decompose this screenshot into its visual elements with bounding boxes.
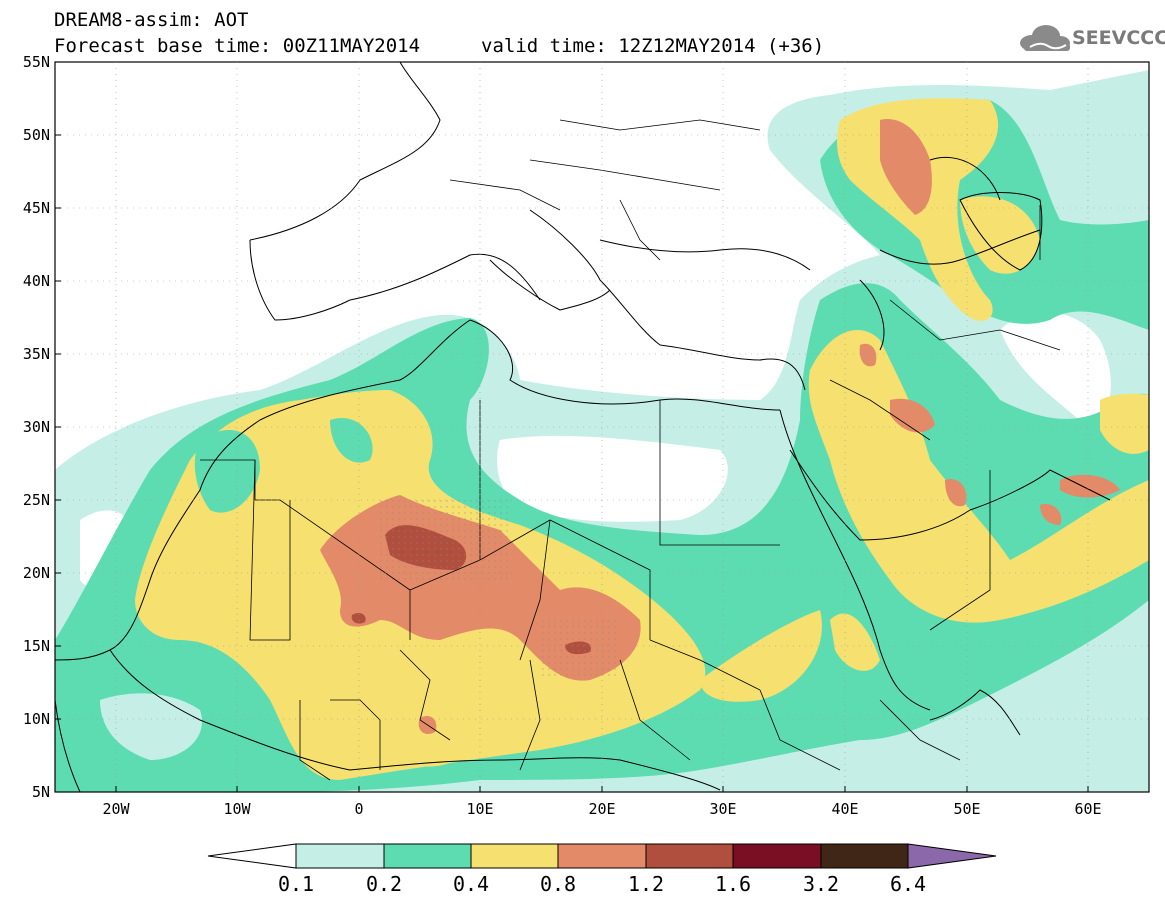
colorbar-bin-2	[383, 843, 472, 869]
lat-label: 30N	[22, 418, 50, 436]
colorbar-label: 0.2	[365, 872, 403, 896]
lon-label: 20E	[588, 800, 616, 818]
title-line-1: DREAM8-assim: AOT	[54, 9, 249, 31]
colorbar-low-arrow	[207, 843, 297, 869]
lat-label: 10N	[22, 710, 50, 728]
colorbar-label: 0.1	[277, 872, 315, 896]
lat-label: 50N	[22, 126, 50, 144]
colorbar-high-arrow	[907, 843, 997, 869]
lat-label: 35N	[22, 345, 50, 363]
colorbar-label: 6.4	[889, 872, 927, 896]
ticks	[55, 61, 1089, 793]
graticule	[55, 62, 1149, 792]
seevccc-logo	[1020, 25, 1070, 51]
cloud-icon	[1020, 25, 1070, 51]
colorbar-label: 0.8	[539, 872, 577, 896]
colorbar	[207, 843, 997, 869]
lon-label: 20W	[102, 800, 130, 818]
lon-label: 0	[354, 800, 364, 818]
lat-label: 40N	[22, 272, 50, 290]
lat-label: 20N	[22, 564, 50, 582]
lon-label: 30E	[709, 800, 737, 818]
colorbar-label: 1.2	[627, 872, 665, 896]
lat-label: 45N	[22, 199, 50, 217]
aot-field	[55, 62, 1149, 792]
lat-label: 5N	[31, 783, 50, 801]
title-line-2: Forecast base time: 00Z11MAY2014	[54, 35, 421, 57]
colorbar-bin-3	[470, 843, 559, 869]
colorbar-bin-6	[732, 843, 822, 869]
colorbar-label: 0.4	[452, 872, 490, 896]
valid-time: valid time: 12Z12MAY2014 (+36)	[481, 35, 825, 57]
colorbar-bin-5	[645, 843, 734, 869]
lon-label: 10W	[223, 800, 251, 818]
lat-label: 55N	[22, 53, 50, 71]
colorbar-bin-7	[820, 843, 909, 869]
colorbar-bin-1	[295, 843, 385, 869]
logo-text: SEEVCCC	[1072, 27, 1165, 49]
lon-label: 50E	[953, 800, 981, 818]
colorbar-label: 1.6	[714, 872, 752, 896]
lon-label: 60E	[1074, 800, 1102, 818]
lon-label: 40E	[831, 800, 859, 818]
lat-label: 15N	[22, 637, 50, 655]
colorbar-bin-4	[557, 843, 647, 869]
lat-label: 25N	[22, 491, 50, 509]
colorbar-label: 3.2	[802, 872, 840, 896]
lon-label: 10E	[466, 800, 494, 818]
